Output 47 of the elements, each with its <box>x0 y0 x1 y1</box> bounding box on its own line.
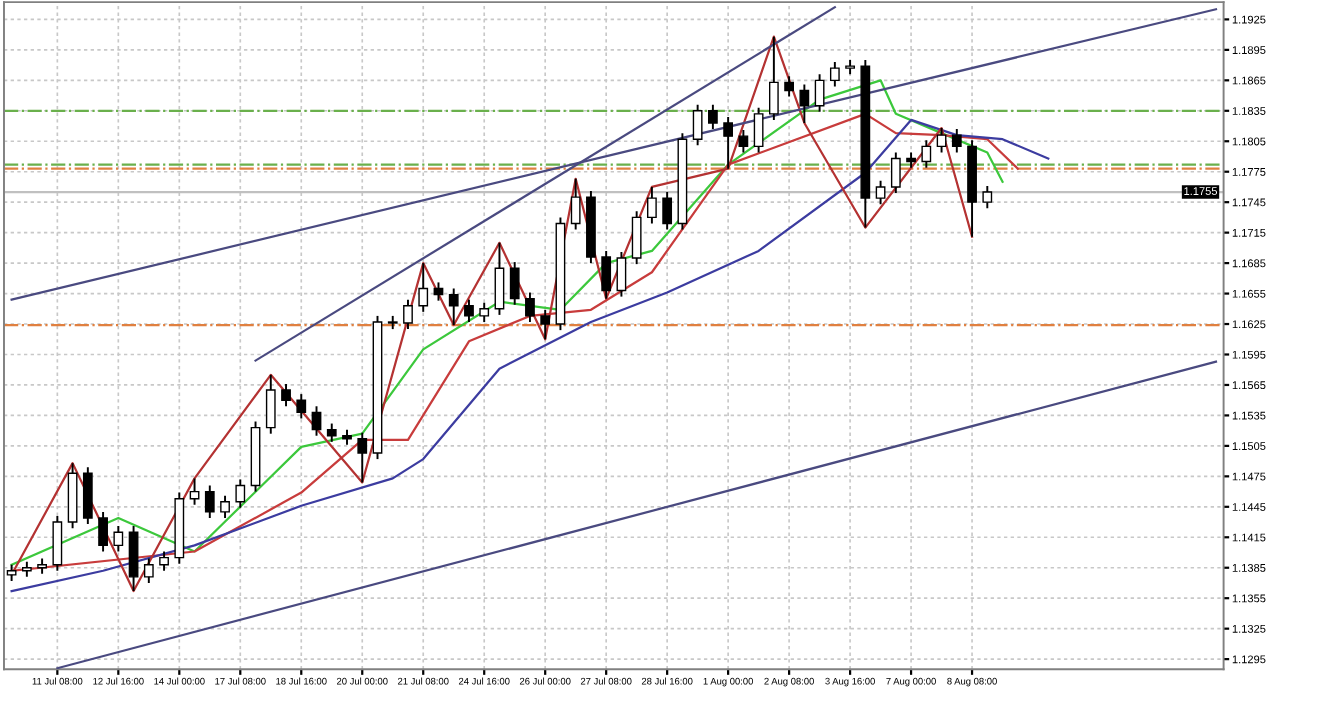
candlestick <box>281 382 291 408</box>
candlestick <box>479 301 490 323</box>
candlestick <box>326 422 337 443</box>
candlestick <box>631 210 642 266</box>
candlestick <box>418 262 429 313</box>
candlestick <box>265 373 276 435</box>
candlestick <box>753 106 764 154</box>
candlestick <box>936 127 947 154</box>
candlestick <box>403 298 413 331</box>
candlestick <box>296 393 307 420</box>
candlestick <box>540 308 551 341</box>
candlestick <box>768 35 779 121</box>
candlestick <box>235 478 246 509</box>
candlestick <box>128 525 139 593</box>
candlestick <box>616 250 627 298</box>
candlestick <box>647 185 657 225</box>
candlestick <box>143 557 154 584</box>
candlestick <box>82 466 93 526</box>
candlestick <box>692 103 703 147</box>
candlestick <box>708 103 718 131</box>
candlestick <box>464 298 474 323</box>
candlestick <box>799 83 810 124</box>
candlestick <box>738 129 749 154</box>
candlestick <box>220 494 230 519</box>
candlestick <box>875 179 886 206</box>
candlestick <box>204 484 215 519</box>
candlestick <box>662 191 673 231</box>
candlestick <box>982 184 993 210</box>
candlestick <box>448 287 459 327</box>
candlestick <box>494 241 505 316</box>
candlestick <box>525 291 535 323</box>
candlestick <box>784 75 795 98</box>
candlestick <box>829 61 840 88</box>
candlestick <box>357 431 368 484</box>
candlestick <box>159 550 169 572</box>
candlestick <box>723 115 734 170</box>
candlestick <box>570 177 581 231</box>
candlestick <box>951 128 962 154</box>
candlestick <box>890 151 901 195</box>
candlestick <box>52 514 63 572</box>
candlestick <box>113 525 124 553</box>
candlestick <box>311 405 322 437</box>
candlestick <box>509 261 520 306</box>
candlestick <box>601 249 612 300</box>
candlestick <box>814 73 825 113</box>
candlestick <box>98 510 108 553</box>
candlestick <box>921 139 932 169</box>
